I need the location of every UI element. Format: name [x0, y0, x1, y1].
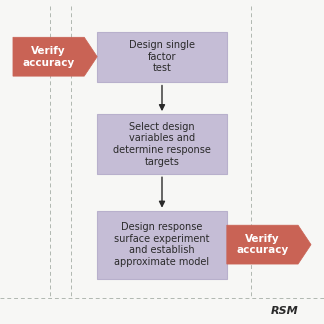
FancyBboxPatch shape: [97, 32, 227, 82]
FancyBboxPatch shape: [97, 211, 227, 279]
Polygon shape: [13, 37, 97, 76]
FancyBboxPatch shape: [97, 114, 227, 174]
Text: Select design
variables and
determine response
targets: Select design variables and determine re…: [113, 122, 211, 167]
Polygon shape: [227, 225, 311, 264]
Text: RSM: RSM: [271, 306, 299, 316]
Text: Design single
factor
test: Design single factor test: [129, 40, 195, 73]
Text: Design response
surface experiment
and establish
approximate model: Design response surface experiment and e…: [114, 222, 210, 267]
Text: Verify
accuracy: Verify accuracy: [236, 234, 289, 255]
Text: Verify
accuracy: Verify accuracy: [22, 46, 75, 67]
